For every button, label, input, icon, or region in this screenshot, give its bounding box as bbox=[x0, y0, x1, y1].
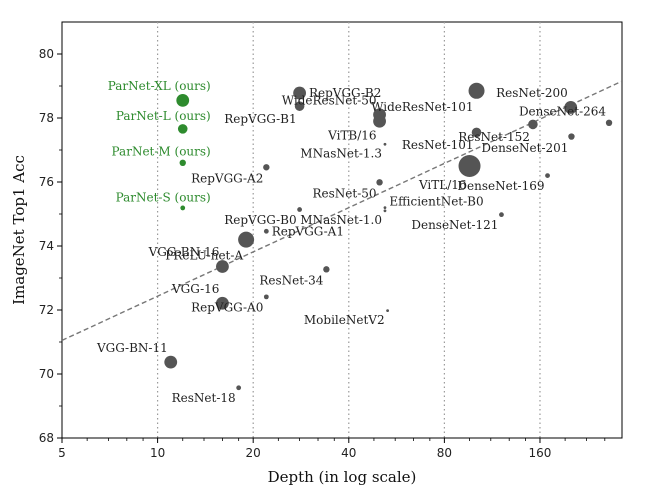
point-30 bbox=[164, 355, 178, 369]
point-20 bbox=[383, 209, 387, 213]
x-tick-label-160: 160 bbox=[529, 446, 552, 460]
point-label-31: ResNet-18 bbox=[172, 391, 236, 405]
point-label-5: RepVGG-B1 bbox=[224, 112, 296, 126]
grid bbox=[156, 22, 541, 438]
point-4 bbox=[293, 86, 306, 100]
point-label-17: DenseNet-169 bbox=[457, 179, 544, 193]
y-tick-label-76: 76 bbox=[39, 175, 54, 189]
y-axis-title: ImageNet Top1 Acc bbox=[10, 155, 28, 305]
y-tick-label-72: 72 bbox=[39, 303, 54, 317]
point-label-24: PReLU-net-A bbox=[165, 249, 243, 263]
point-label-4: RepVGG-B2 bbox=[309, 86, 381, 100]
point-label-29: MobileNetV2 bbox=[304, 313, 385, 327]
x-tick-label-80: 80 bbox=[437, 446, 452, 460]
point-label-9: ResNet-200 bbox=[496, 86, 568, 100]
point-1 bbox=[177, 124, 188, 134]
point-label-27: VGG-16 bbox=[171, 282, 219, 296]
point-label-30: VGG-BN-11 bbox=[96, 341, 168, 355]
point-label-25: VGG-BN-16 bbox=[148, 245, 220, 259]
point-label-0: ParNet-XL (ours) bbox=[108, 79, 211, 93]
point-24 bbox=[238, 231, 255, 248]
point-label-12: ResNet-101 bbox=[402, 138, 474, 152]
point-labels: ParNet-XL (ours) ParNet-L (ours) ParNet-M … bbox=[96, 79, 606, 405]
y-tick-label-80: 80 bbox=[39, 47, 54, 61]
point-label-11: ResNet-152 bbox=[458, 130, 530, 144]
point-label-1: ParNet-L (ours) bbox=[116, 109, 211, 123]
point-0 bbox=[176, 94, 190, 107]
points bbox=[164, 82, 613, 391]
point-label-23: RepVGG-A1 bbox=[272, 224, 344, 238]
point-29 bbox=[386, 309, 389, 313]
point-11 bbox=[528, 119, 538, 130]
point-7 bbox=[373, 114, 386, 128]
point-8 bbox=[468, 82, 485, 99]
point-22 bbox=[499, 212, 504, 218]
point-5 bbox=[294, 101, 305, 111]
point-label-26: ResNet-34 bbox=[259, 274, 323, 288]
point-label-8: WideResNet-101 bbox=[371, 100, 473, 114]
point-label-22: DenseNet-121 bbox=[411, 218, 498, 232]
point-26 bbox=[323, 266, 330, 273]
x-tick-label-40: 40 bbox=[341, 446, 356, 460]
point-label-7: ViTB/16 bbox=[327, 129, 376, 143]
point-31 bbox=[236, 385, 242, 391]
point-label-3: ParNet-S (ours) bbox=[116, 191, 211, 205]
point-16 bbox=[458, 155, 481, 177]
point-label-2: ParNet-M (ours) bbox=[112, 145, 211, 159]
point-label-15: RepVGG-A2 bbox=[191, 171, 263, 185]
x-axis-title: Depth (in log scale) bbox=[268, 468, 417, 486]
point-27 bbox=[216, 296, 229, 310]
point-label-13: DenseNet-201 bbox=[481, 141, 568, 155]
point-28 bbox=[263, 294, 269, 300]
x-tick-label-20: 20 bbox=[246, 446, 261, 460]
point-label-19: EfficientNet-B0 bbox=[389, 195, 483, 209]
point-17 bbox=[545, 173, 550, 179]
point-13 bbox=[568, 133, 575, 140]
point-9 bbox=[564, 101, 578, 114]
point-23 bbox=[263, 228, 269, 234]
point-19 bbox=[383, 206, 387, 210]
point-label-14: MNasNet-1.3 bbox=[300, 147, 382, 161]
y-tick-label-70: 70 bbox=[39, 367, 54, 381]
point-label-21: RepVGG-B0 bbox=[224, 213, 296, 227]
point-label-6: WideResNet-50 bbox=[282, 93, 377, 107]
x-tick-label-10: 10 bbox=[150, 446, 165, 460]
point-2 bbox=[179, 159, 186, 166]
point-3 bbox=[180, 205, 186, 211]
point-label-10: DenseNet-264 bbox=[519, 105, 606, 119]
x-tick-label-5: 5 bbox=[58, 446, 66, 460]
axis-ticks: 5 10 20 40 80 160 68 70 72 74 76 78 80 bbox=[39, 47, 606, 460]
point-25 bbox=[216, 260, 229, 273]
point-label-16: ViTL/16 bbox=[418, 178, 467, 192]
point-label-20: MNasNet-1.0 bbox=[300, 213, 382, 227]
point-15 bbox=[263, 164, 270, 171]
point-14 bbox=[383, 142, 387, 146]
point-10 bbox=[605, 119, 613, 127]
point-label-18: ResNet-50 bbox=[313, 187, 377, 201]
point-18 bbox=[376, 179, 383, 186]
point-12 bbox=[471, 127, 482, 138]
point-21 bbox=[297, 207, 302, 212]
y-tick-label-78: 78 bbox=[39, 111, 54, 125]
plot-area bbox=[61, 21, 623, 439]
point-label-28: RepVGG-A0 bbox=[191, 300, 263, 314]
y-tick-label-74: 74 bbox=[39, 239, 54, 253]
y-tick-label-68: 68 bbox=[39, 431, 54, 445]
